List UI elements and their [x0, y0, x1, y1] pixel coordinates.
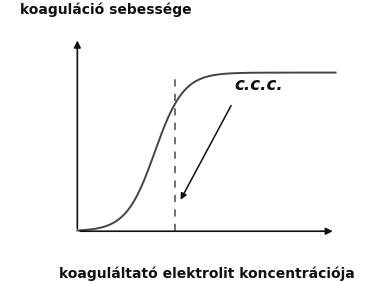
Text: koaguláltató elektrolit koncentrációja: koaguláltató elektrolit koncentrációja: [59, 267, 354, 281]
Text: c.c.c.: c.c.c.: [235, 76, 283, 94]
Text: koaguláció sebessége: koaguláció sebessége: [20, 3, 192, 17]
